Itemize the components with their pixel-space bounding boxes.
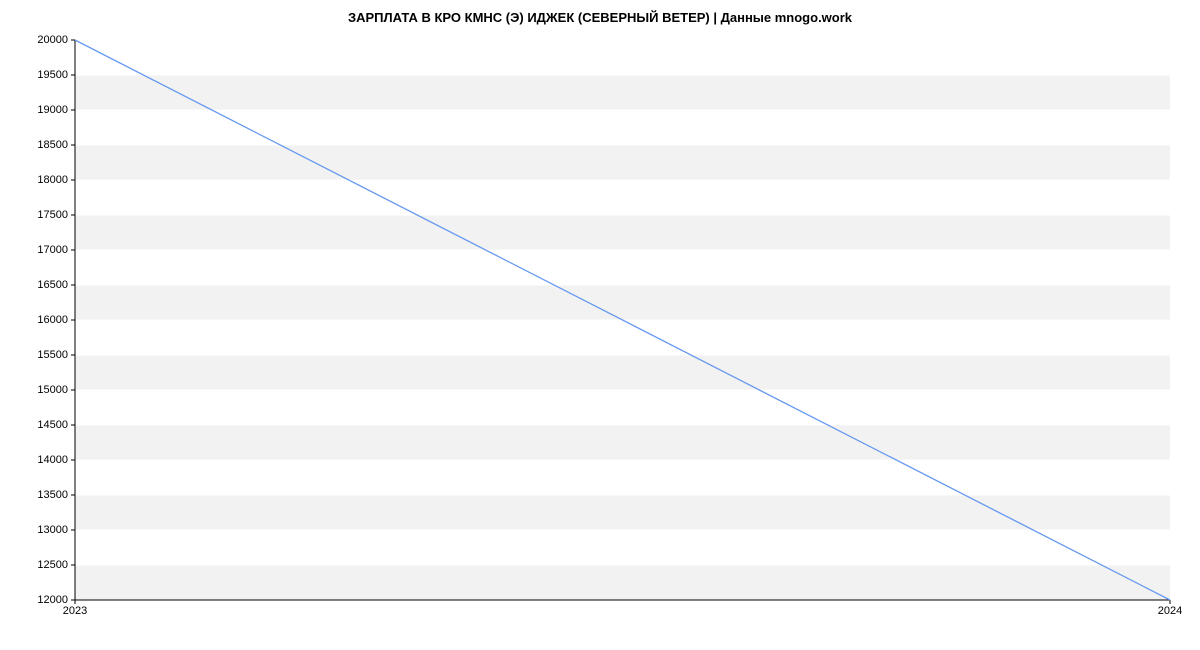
- y-tick-label: 18000: [37, 174, 68, 186]
- grid-band: [75, 285, 1170, 320]
- y-tick-label: 14000: [37, 454, 68, 466]
- y-tick-label: 19000: [37, 104, 68, 116]
- y-tick-label: 15000: [37, 384, 68, 396]
- grid-band: [75, 495, 1170, 530]
- grid-band: [75, 180, 1170, 215]
- y-tick-label: 19500: [37, 69, 68, 81]
- y-tick-label: 18500: [37, 139, 68, 151]
- grid-band: [75, 460, 1170, 495]
- y-tick-label: 13000: [37, 524, 68, 536]
- y-tick-label: 17000: [37, 244, 68, 256]
- y-tick-label: 16500: [37, 279, 68, 291]
- grid-band: [75, 355, 1170, 390]
- chart-title: ЗАРПЛАТА В КРО КМНС (Э) ИДЖЕК (СЕВЕРНЫЙ …: [0, 10, 1200, 25]
- y-tick-label: 17500: [37, 209, 68, 221]
- grid-band: [75, 530, 1170, 565]
- grid-band: [75, 425, 1170, 460]
- grid-band: [75, 215, 1170, 250]
- grid-band: [75, 565, 1170, 600]
- y-tick-label: 15500: [37, 349, 68, 361]
- grid-band: [75, 40, 1170, 75]
- x-tick-label: 2024: [1158, 605, 1182, 617]
- grid-band: [75, 250, 1170, 285]
- grid-band: [75, 390, 1170, 425]
- chart-container: ЗАРПЛАТА В КРО КМНС (Э) ИДЖЕК (СЕВЕРНЫЙ …: [0, 0, 1200, 650]
- y-tick-label: 13500: [37, 489, 68, 501]
- y-tick-label: 12500: [37, 559, 68, 571]
- x-tick-label: 2023: [63, 605, 87, 617]
- plot-svg: [75, 40, 1170, 600]
- y-tick-label: 14500: [37, 419, 68, 431]
- grid-band: [75, 75, 1170, 110]
- y-tick-label: 20000: [37, 34, 68, 46]
- y-tick-label: 16000: [37, 314, 68, 326]
- grid-band: [75, 110, 1170, 145]
- grid-band: [75, 320, 1170, 355]
- grid-band: [75, 145, 1170, 180]
